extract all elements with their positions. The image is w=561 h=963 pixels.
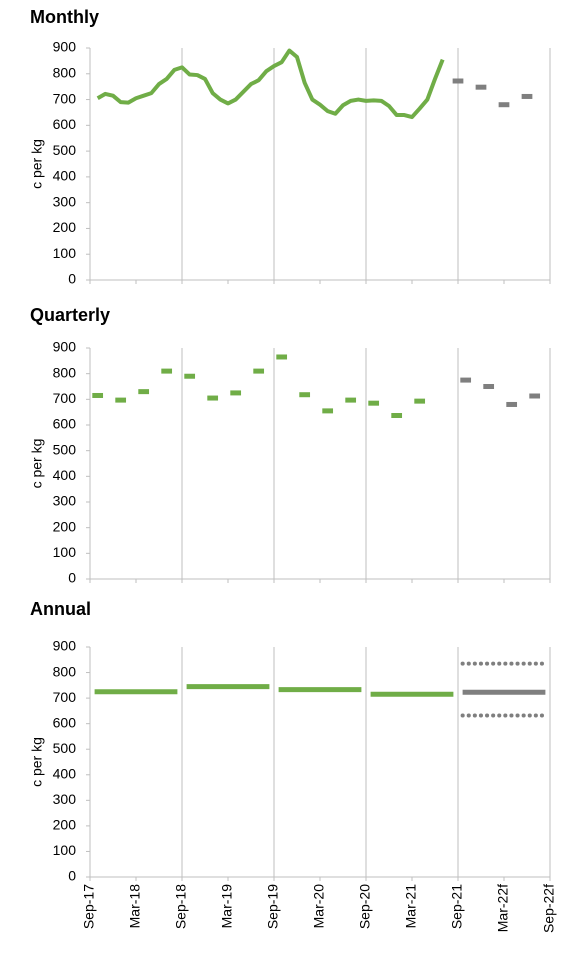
y-tick-label: 800 xyxy=(53,663,77,679)
chart-title: Annual xyxy=(30,599,91,619)
y-tick-label: 900 xyxy=(53,339,77,355)
x-tick-label: Sep-17 xyxy=(81,884,97,929)
y-tick-label: 200 xyxy=(53,219,77,235)
x-tick-label: Mar-18 xyxy=(127,884,143,929)
y-tick-label: 400 xyxy=(53,467,77,483)
y-tick-label: 700 xyxy=(53,390,77,406)
y-tick-label: 100 xyxy=(53,544,77,560)
x-tick-label: Mar-20 xyxy=(311,884,327,929)
y-tick-label: 700 xyxy=(53,90,77,106)
y-tick-label: 400 xyxy=(53,765,77,781)
y-tick-label: 600 xyxy=(53,714,77,730)
y-tick-label: 600 xyxy=(53,116,77,132)
y-tick-label: 600 xyxy=(53,416,77,432)
x-tick-label: Mar-21 xyxy=(403,884,419,929)
y-tick-label: 100 xyxy=(53,245,77,261)
y-tick-label: 500 xyxy=(53,142,77,158)
y-tick-label: 100 xyxy=(53,842,77,858)
y-tick-label: 0 xyxy=(68,868,76,884)
y-tick-label: 900 xyxy=(53,39,77,55)
x-tick-label: Sep-18 xyxy=(173,884,189,929)
x-tick-label: Mar-19 xyxy=(219,884,235,929)
y-tick-label: 300 xyxy=(53,193,77,209)
y-tick-label: 500 xyxy=(53,740,77,756)
x-tick-label: Sep-22f xyxy=(541,884,557,933)
chart-title: Quarterly xyxy=(30,305,110,325)
y-tick-label: 300 xyxy=(53,493,77,509)
y-tick-label: 700 xyxy=(53,689,77,705)
chart-title: Monthly xyxy=(30,7,99,27)
y-tick-label: 200 xyxy=(53,817,77,833)
y-tick-label: 900 xyxy=(53,638,77,654)
x-tick-label: Sep-20 xyxy=(357,884,373,929)
y-axis-label: c per kg xyxy=(29,439,45,489)
y-tick-label: 0 xyxy=(68,570,76,586)
y-tick-label: 800 xyxy=(53,364,77,380)
y-tick-label: 800 xyxy=(53,64,77,80)
x-tick-label: Sep-19 xyxy=(265,884,281,929)
y-tick-label: 400 xyxy=(53,168,77,184)
y-axis-label: c per kg xyxy=(29,139,45,189)
y-tick-label: 0 xyxy=(68,271,76,287)
y-tick-label: 200 xyxy=(53,518,77,534)
y-axis-label: c per kg xyxy=(29,737,45,787)
y-tick-label: 300 xyxy=(53,791,77,807)
x-tick-label: Mar-22f xyxy=(495,884,511,932)
series-line xyxy=(96,48,445,120)
x-tick-label: Sep-21 xyxy=(449,884,465,929)
y-tick-label: 500 xyxy=(53,441,77,457)
